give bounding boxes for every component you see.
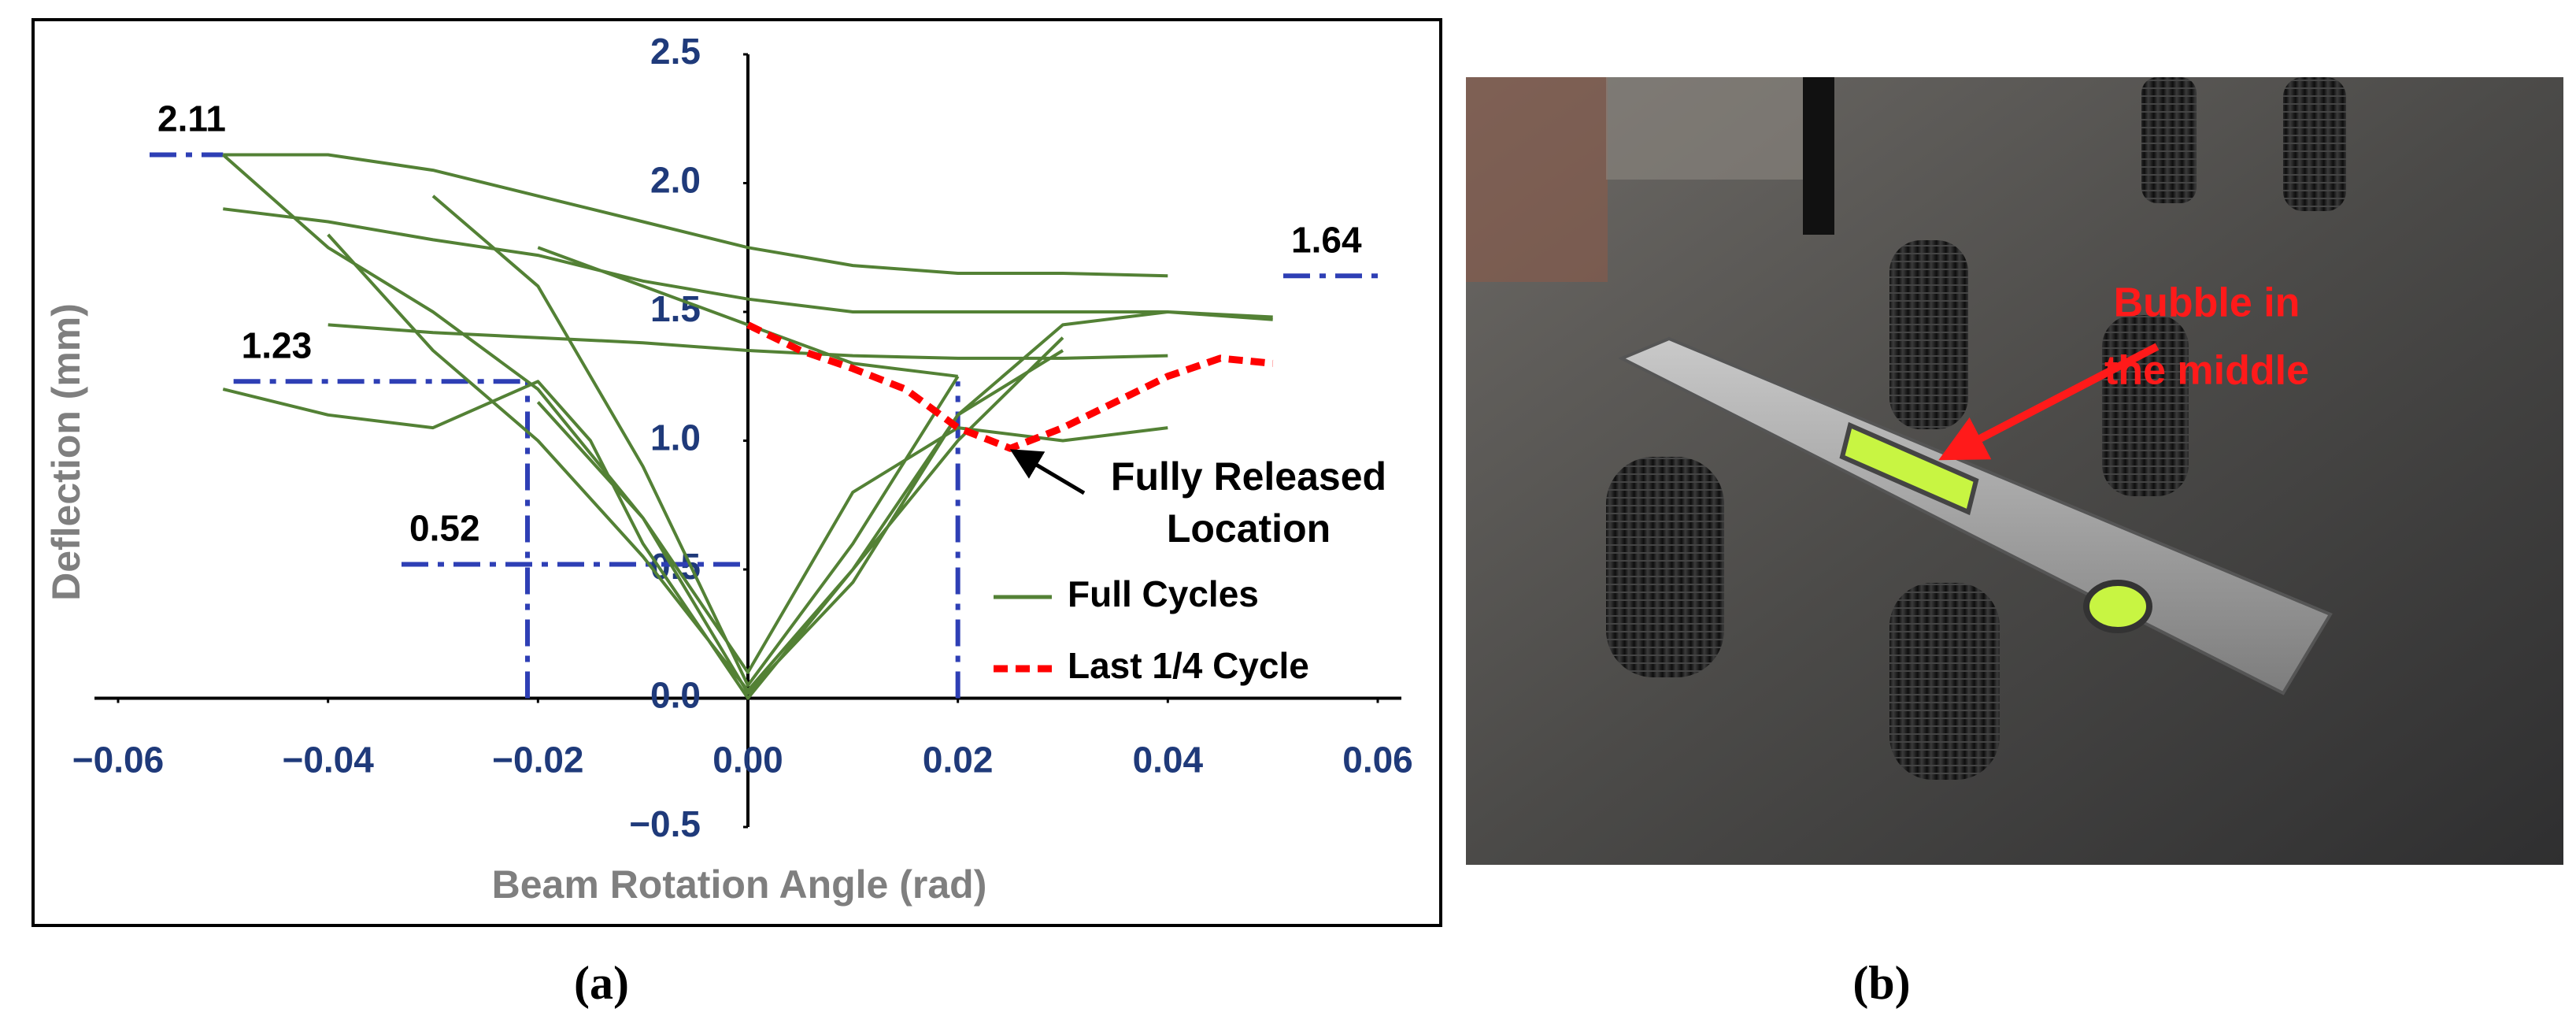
series-line — [746, 321, 1274, 452]
x-tick-label: 0.02 — [923, 740, 994, 781]
x-tick-label: −0.04 — [282, 740, 374, 781]
legend-label: Last 1/4 Cycle — [1068, 645, 1309, 686]
captions: (a) (b) — [574, 957, 1911, 1009]
caption: (b) — [1852, 957, 1910, 1009]
annotation-text: Location — [1167, 506, 1331, 551]
x-tick-label: −0.06 — [72, 740, 164, 781]
background-floor — [1606, 77, 1811, 180]
legend-label: Full Cycles — [1068, 573, 1259, 614]
caption: (a) — [574, 957, 629, 1009]
x-axis-title: Beam Rotation Angle (rad) — [492, 862, 987, 907]
photo-annotation: Bubble in the middle — [1938, 280, 2309, 461]
photo: Bubble in the middle — [1466, 77, 2563, 865]
photo-annotation-text: Bubble in — [2114, 280, 2300, 326]
x-tick-label: 0.04 — [1133, 740, 1204, 781]
y-tick-label: 0.0 — [650, 675, 701, 716]
reference-label: 1.23 — [242, 325, 313, 365]
background-post — [1803, 77, 1834, 235]
photo-annotation-text: the middle — [2104, 348, 2309, 394]
spirit-level — [1618, 336, 2333, 695]
y-tick-label: 1.5 — [650, 288, 701, 329]
annotation-arrow — [1009, 449, 1086, 495]
x-tick-label: 0.00 — [712, 740, 783, 781]
y-tick-label: 2.0 — [650, 160, 701, 201]
y-tick-label: 1.0 — [650, 417, 701, 458]
reference-label: 0.52 — [409, 508, 480, 549]
reference-label: 1.64 — [1291, 219, 1362, 260]
chart: Deflection (mm) Beam Rotation Angle (rad… — [44, 31, 1413, 907]
y-tick-label: 2.5 — [650, 31, 701, 72]
y-tick-label: −0.5 — [629, 803, 701, 844]
x-tick-label: 0.06 — [1342, 740, 1413, 781]
background-wires — [1466, 77, 1608, 282]
y-axis-title: Deflection (mm) — [44, 303, 88, 601]
annotation-text: Fully Released — [1111, 454, 1386, 499]
reference-label: 2.11 — [157, 98, 226, 139]
x-tick-label: −0.02 — [492, 740, 583, 781]
chart-frame — [31, 18, 1442, 927]
